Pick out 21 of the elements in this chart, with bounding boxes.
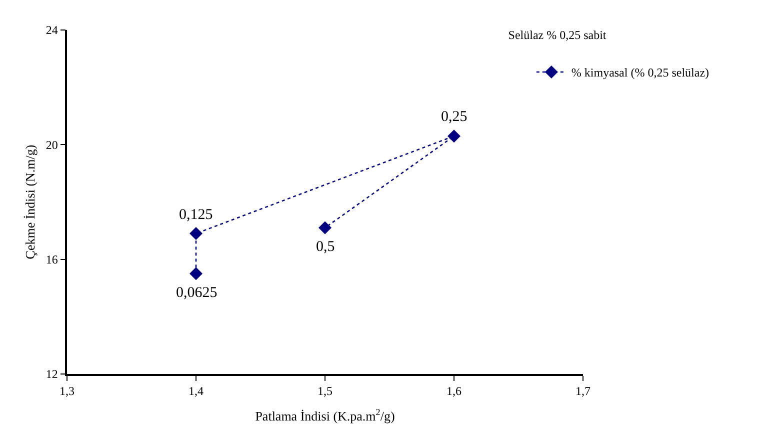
y-tick-label: 16 — [46, 252, 58, 267]
point — [190, 267, 202, 280]
y-axis-title: Çekme İndisi (N.m/g) — [22, 144, 38, 260]
x-tick-label: 1,4 — [188, 384, 204, 398]
x-tick-label: 1,5 — [318, 384, 332, 398]
point — [318, 221, 332, 234]
annotation: 0,25 — [441, 109, 468, 125]
y-tick-label: 24 — [46, 23, 58, 38]
y-tick-label: 20 — [46, 138, 58, 152]
annotation: 0,5 — [316, 239, 335, 255]
x-tick-label: 1,7 — [576, 384, 590, 398]
x-tick-label: 1,3 — [60, 384, 74, 398]
y-tick-label: 12 — [46, 367, 58, 382]
legend-label: % kimyasal (% 0,25 selülaz) — [571, 66, 710, 80]
chart-title: Selülaz % 0,25 sabit — [508, 28, 607, 42]
x-tick-label: 1,6 — [446, 384, 462, 398]
x-axis-title: Patlama İndisi (K.pa.m$^{2}$/g) — [255, 406, 395, 424]
annotation: 0,0625 — [176, 285, 218, 301]
point — [448, 130, 460, 143]
point — [190, 227, 202, 240]
annotation: 0,125 — [179, 207, 213, 223]
